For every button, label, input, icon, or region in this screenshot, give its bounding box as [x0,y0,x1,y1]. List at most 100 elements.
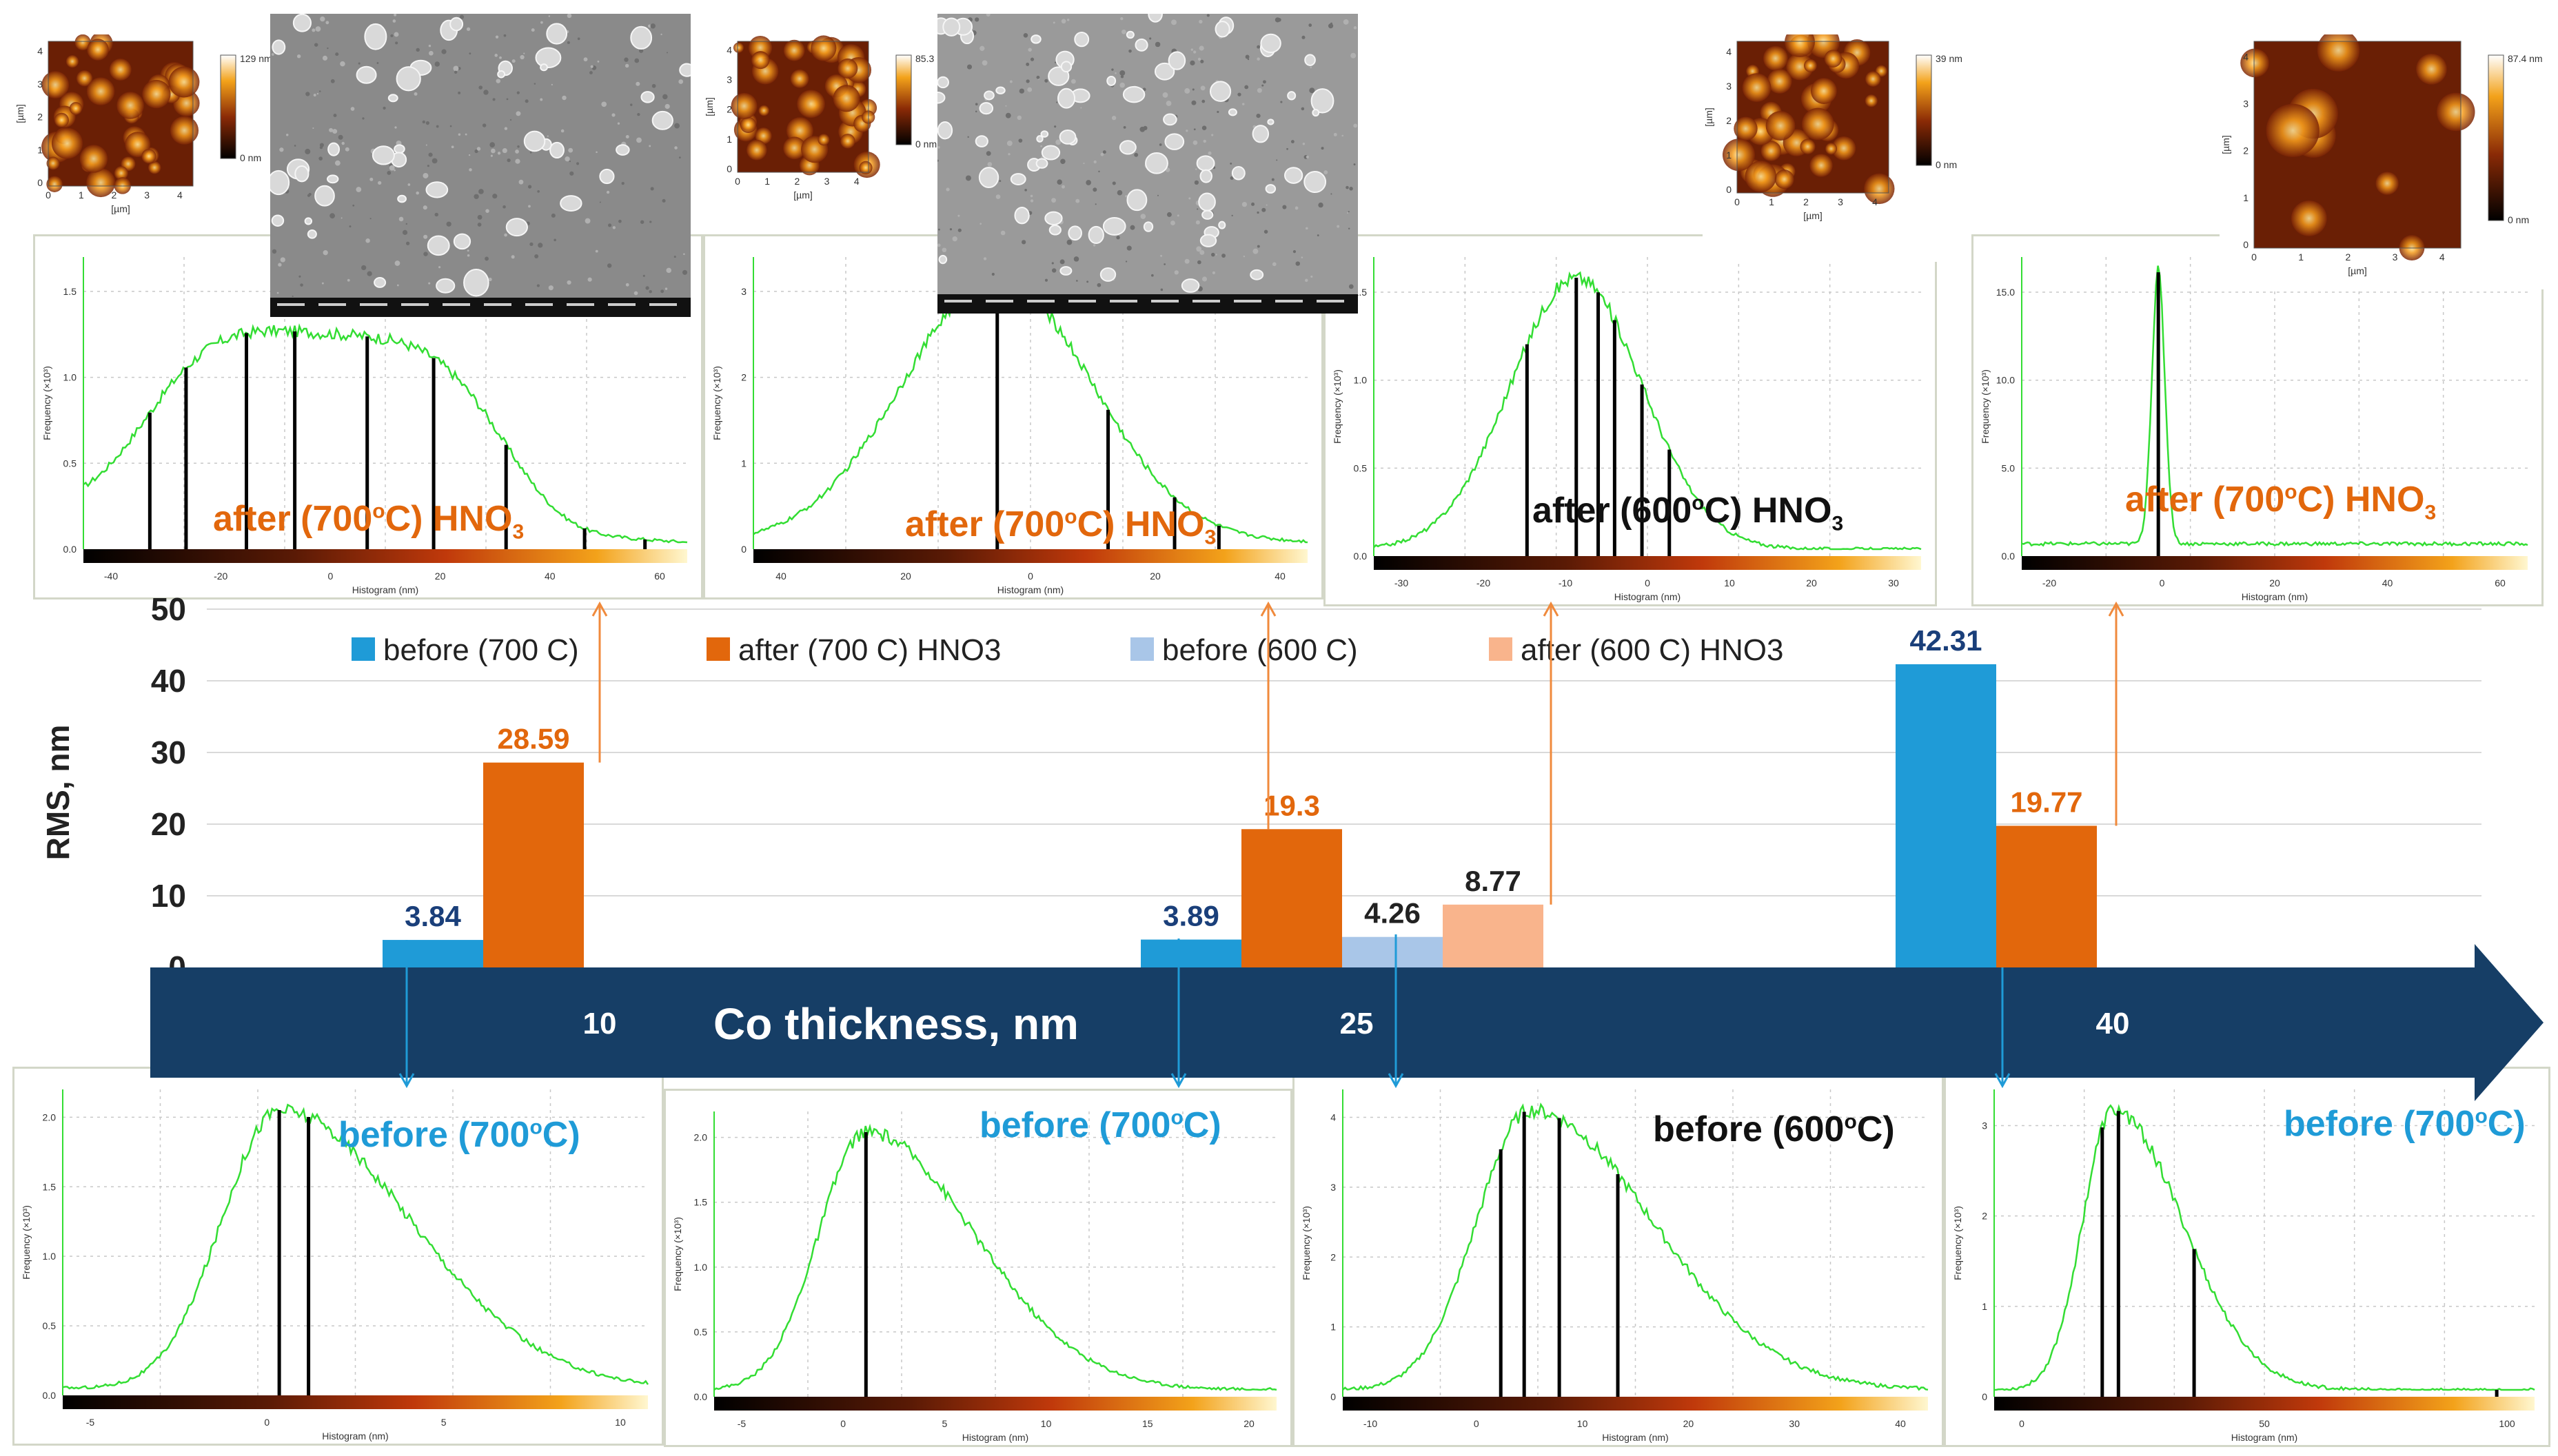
y-tick-label: 4 [1330,1112,1336,1123]
sem-texture [589,71,593,74]
sem-texture [1271,178,1275,181]
histogram-plot: -10 0 10 20 30 40 0 1 2 3 4 Histogram (nm) Frequency… [1301,1089,1929,1443]
histogram-colorbar [1343,1397,1928,1411]
sem-texture [1149,37,1152,40]
afm-x-tick: 4 [1872,196,1878,207]
sem-particle [453,233,471,250]
sem-texture [975,110,977,113]
sem-info-glyph [567,303,594,306]
sem-texture [611,113,616,117]
sem-texture [1193,50,1197,54]
sem-texture [957,228,962,232]
afm-y-tick: 2 [37,112,43,123]
afm-grain [859,161,873,175]
afm-x-tick: 2 [2345,252,2351,263]
sem-texture [946,187,950,192]
sem-texture [1177,214,1179,217]
sem-particle [1014,207,1030,225]
x-tick-label: 20 [900,571,911,582]
sem-texture [1125,260,1128,263]
sem-texture [345,147,349,152]
sem-texture [356,187,362,192]
sem-texture [497,152,501,155]
y-tick-label: 1.0 [63,372,77,383]
sem-texture [1280,101,1283,103]
sem-texture [1095,203,1097,205]
afm-grain [740,116,757,134]
sem-texture [362,117,365,120]
afm-grain [1745,161,1777,192]
sem-texture [458,91,461,94]
sem-texture [451,145,454,149]
afm-x-unit: [µm] [111,203,130,214]
sem-texture [465,133,467,136]
sem-texture [398,216,404,222]
sem-texture [489,142,496,147]
histogram-curve [2021,265,2528,547]
sem-texture [468,154,471,156]
sem-texture [625,134,629,139]
x-tick-label: 30 [1789,1418,1800,1429]
sem-texture [1262,80,1266,84]
sem-texture [387,170,392,175]
sem-texture [1119,82,1125,88]
y-tick-label: 1.0 [43,1251,57,1262]
histogram-plot: -5 0 5 10 15 20 0.0 0.5 1.0 1.5 2.0 Histogram (nm) F… [672,1111,1277,1443]
afm-grain [1763,45,1788,71]
sem-texture [1256,113,1261,119]
inset-title: before (700oC) [979,1105,1221,1146]
afm-frame [1736,41,1889,194]
sem-texture [330,79,335,83]
sem-particle [1040,130,1049,138]
sem-texture [1242,103,1245,105]
sem-texture [319,145,323,150]
sem-texture [565,156,570,162]
sem-texture [567,280,571,285]
afm-grain [46,156,60,170]
x-axis-label: Histogram (nm) [322,1431,388,1442]
inset-title: before (700oC) [2284,1103,2526,1145]
sem-texture [1261,207,1266,212]
afm-scale-max: 87.4 nm [2508,53,2543,64]
sem-texture [467,249,469,252]
sem-texture [369,177,374,181]
afm-frame [48,41,194,187]
y-tick-label: 0 [1982,1391,1987,1402]
afm-y-tick: 3 [727,74,732,85]
sem-texture [335,52,339,57]
sem-texture [279,147,284,152]
sem-texture [334,160,341,166]
sem-particle [1287,91,1297,101]
sem-particle [540,63,548,72]
sem-texture [1237,92,1241,96]
sem-texture [540,98,543,101]
afm-frame [2253,41,2461,249]
afm-grain [116,92,144,119]
afm-grain [1809,154,1833,177]
afm-y-unit: [µm] [2220,135,2231,154]
sem-texture [1290,140,1295,143]
sem-texture [577,37,580,41]
sem-texture [1112,181,1116,185]
sem-texture [1005,112,1011,119]
sem-texture [395,41,398,45]
sem-particle [599,168,615,185]
sem-texture [1190,48,1193,51]
sem-texture [516,111,521,116]
sem-texture [434,61,440,67]
sem-texture [660,33,662,36]
x-tick-label: -40 [104,571,118,582]
afm-y-tick: 0 [727,163,732,174]
sem-texture [1353,123,1358,128]
sem-texture [327,47,329,50]
sem-texture [474,149,478,154]
sem-texture [478,85,483,90]
sem-texture [1026,79,1030,83]
sem-particle [1145,152,1168,174]
x-tick-label: -30 [1394,577,1408,588]
sem-texture [1231,214,1233,216]
sem-texture [1328,23,1334,29]
afm-y-tick: 3 [1726,81,1732,92]
title-text: C) [542,1115,580,1155]
afm-grain [2375,172,2399,195]
